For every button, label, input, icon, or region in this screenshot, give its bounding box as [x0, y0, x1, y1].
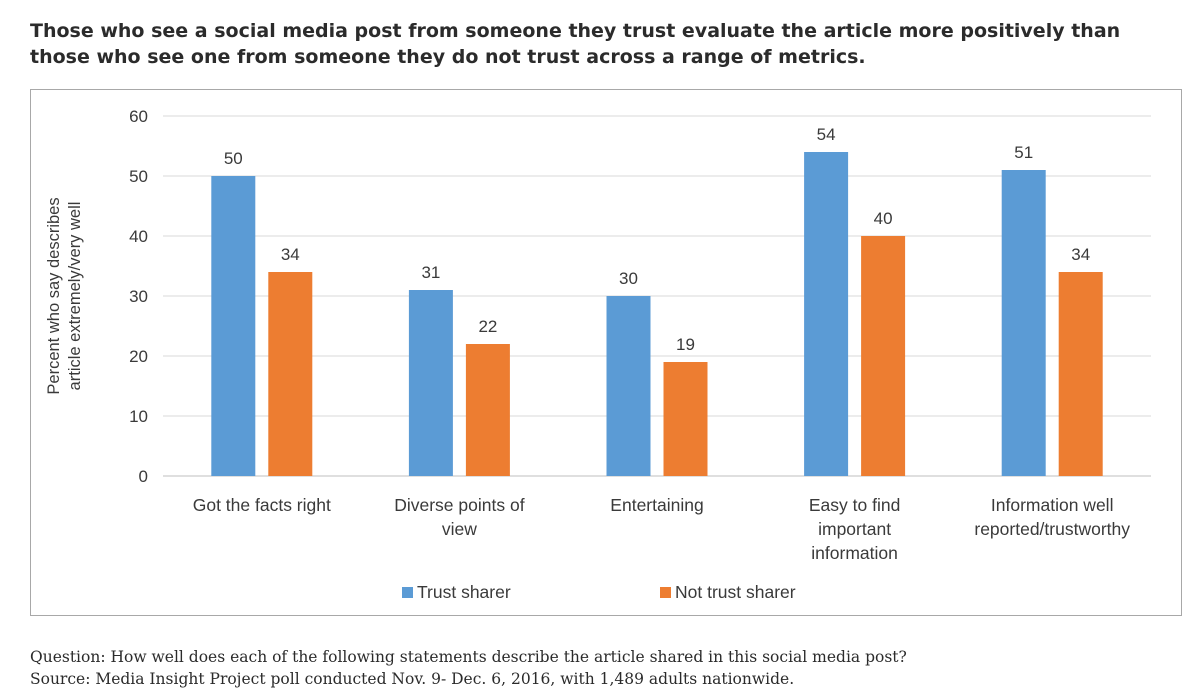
bar-not-trust-sharer	[861, 236, 906, 476]
y-tick-label: 30	[129, 287, 148, 306]
y-tick-label: 0	[139, 467, 148, 486]
data-label: 22	[478, 317, 497, 336]
chart-title: Those who see a social media post from s…	[30, 20, 1121, 68]
data-label: 54	[817, 125, 836, 144]
question-note: Question: How well does each of the foll…	[30, 648, 907, 666]
bar-trust-sharer	[408, 290, 453, 476]
x-tick-label: Easy to find	[809, 495, 900, 515]
source-note: Source: Media Insight Project poll condu…	[30, 670, 795, 688]
bar-not-trust-sharer	[268, 272, 313, 476]
x-tick-label: information	[811, 543, 898, 563]
y-tick-label: 10	[129, 407, 148, 426]
bar-trust-sharer	[1001, 170, 1046, 476]
x-tick-label: important	[818, 519, 891, 539]
data-label: 40	[874, 209, 893, 228]
x-tick-label: reported/trustworthy	[974, 519, 1130, 539]
x-tick-label: Got the facts right	[193, 495, 331, 515]
legend-label: Not trust sharer	[675, 582, 796, 602]
data-label: 50	[224, 149, 243, 168]
data-label: 30	[619, 269, 638, 288]
bar-chart: 0 10 20 30 40 50 60 Percent who say describes ar…	[45, 107, 1151, 602]
y-tick-label: 40	[129, 227, 148, 246]
legend-swatch	[660, 587, 671, 598]
x-tick-label: Diverse points of	[394, 495, 524, 515]
x-tick-label: Information well	[991, 495, 1114, 515]
data-label: 51	[1014, 143, 1033, 162]
x-tick-label: view	[442, 519, 477, 539]
bar-not-trust-sharer	[1058, 272, 1103, 476]
data-label: 19	[676, 335, 695, 354]
bar-not-trust-sharer	[465, 344, 510, 476]
y-tick-label: 60	[129, 107, 148, 126]
data-label: 34	[1071, 245, 1090, 264]
legend-label: Trust sharer	[417, 582, 511, 602]
bar-trust-sharer	[804, 152, 849, 476]
chart-frame: 0 10 20 30 40 50 60 Percent who say describes ar…	[30, 89, 1182, 616]
y-tick-label: 50	[129, 167, 148, 186]
data-label: 34	[281, 245, 300, 264]
footer: Question: How well does each of the foll…	[30, 646, 1180, 690]
x-tick-label: Entertaining	[610, 495, 703, 515]
legend-swatch	[402, 587, 413, 598]
data-label: 31	[421, 263, 440, 282]
bar-trust-sharer	[211, 176, 256, 476]
y-tick-label: 20	[129, 347, 148, 366]
bar-trust-sharer	[606, 296, 651, 476]
y-axis-title: article extremely/very well	[66, 202, 84, 391]
y-axis-title: Percent who say describes	[45, 197, 63, 394]
bar-not-trust-sharer	[663, 362, 708, 476]
